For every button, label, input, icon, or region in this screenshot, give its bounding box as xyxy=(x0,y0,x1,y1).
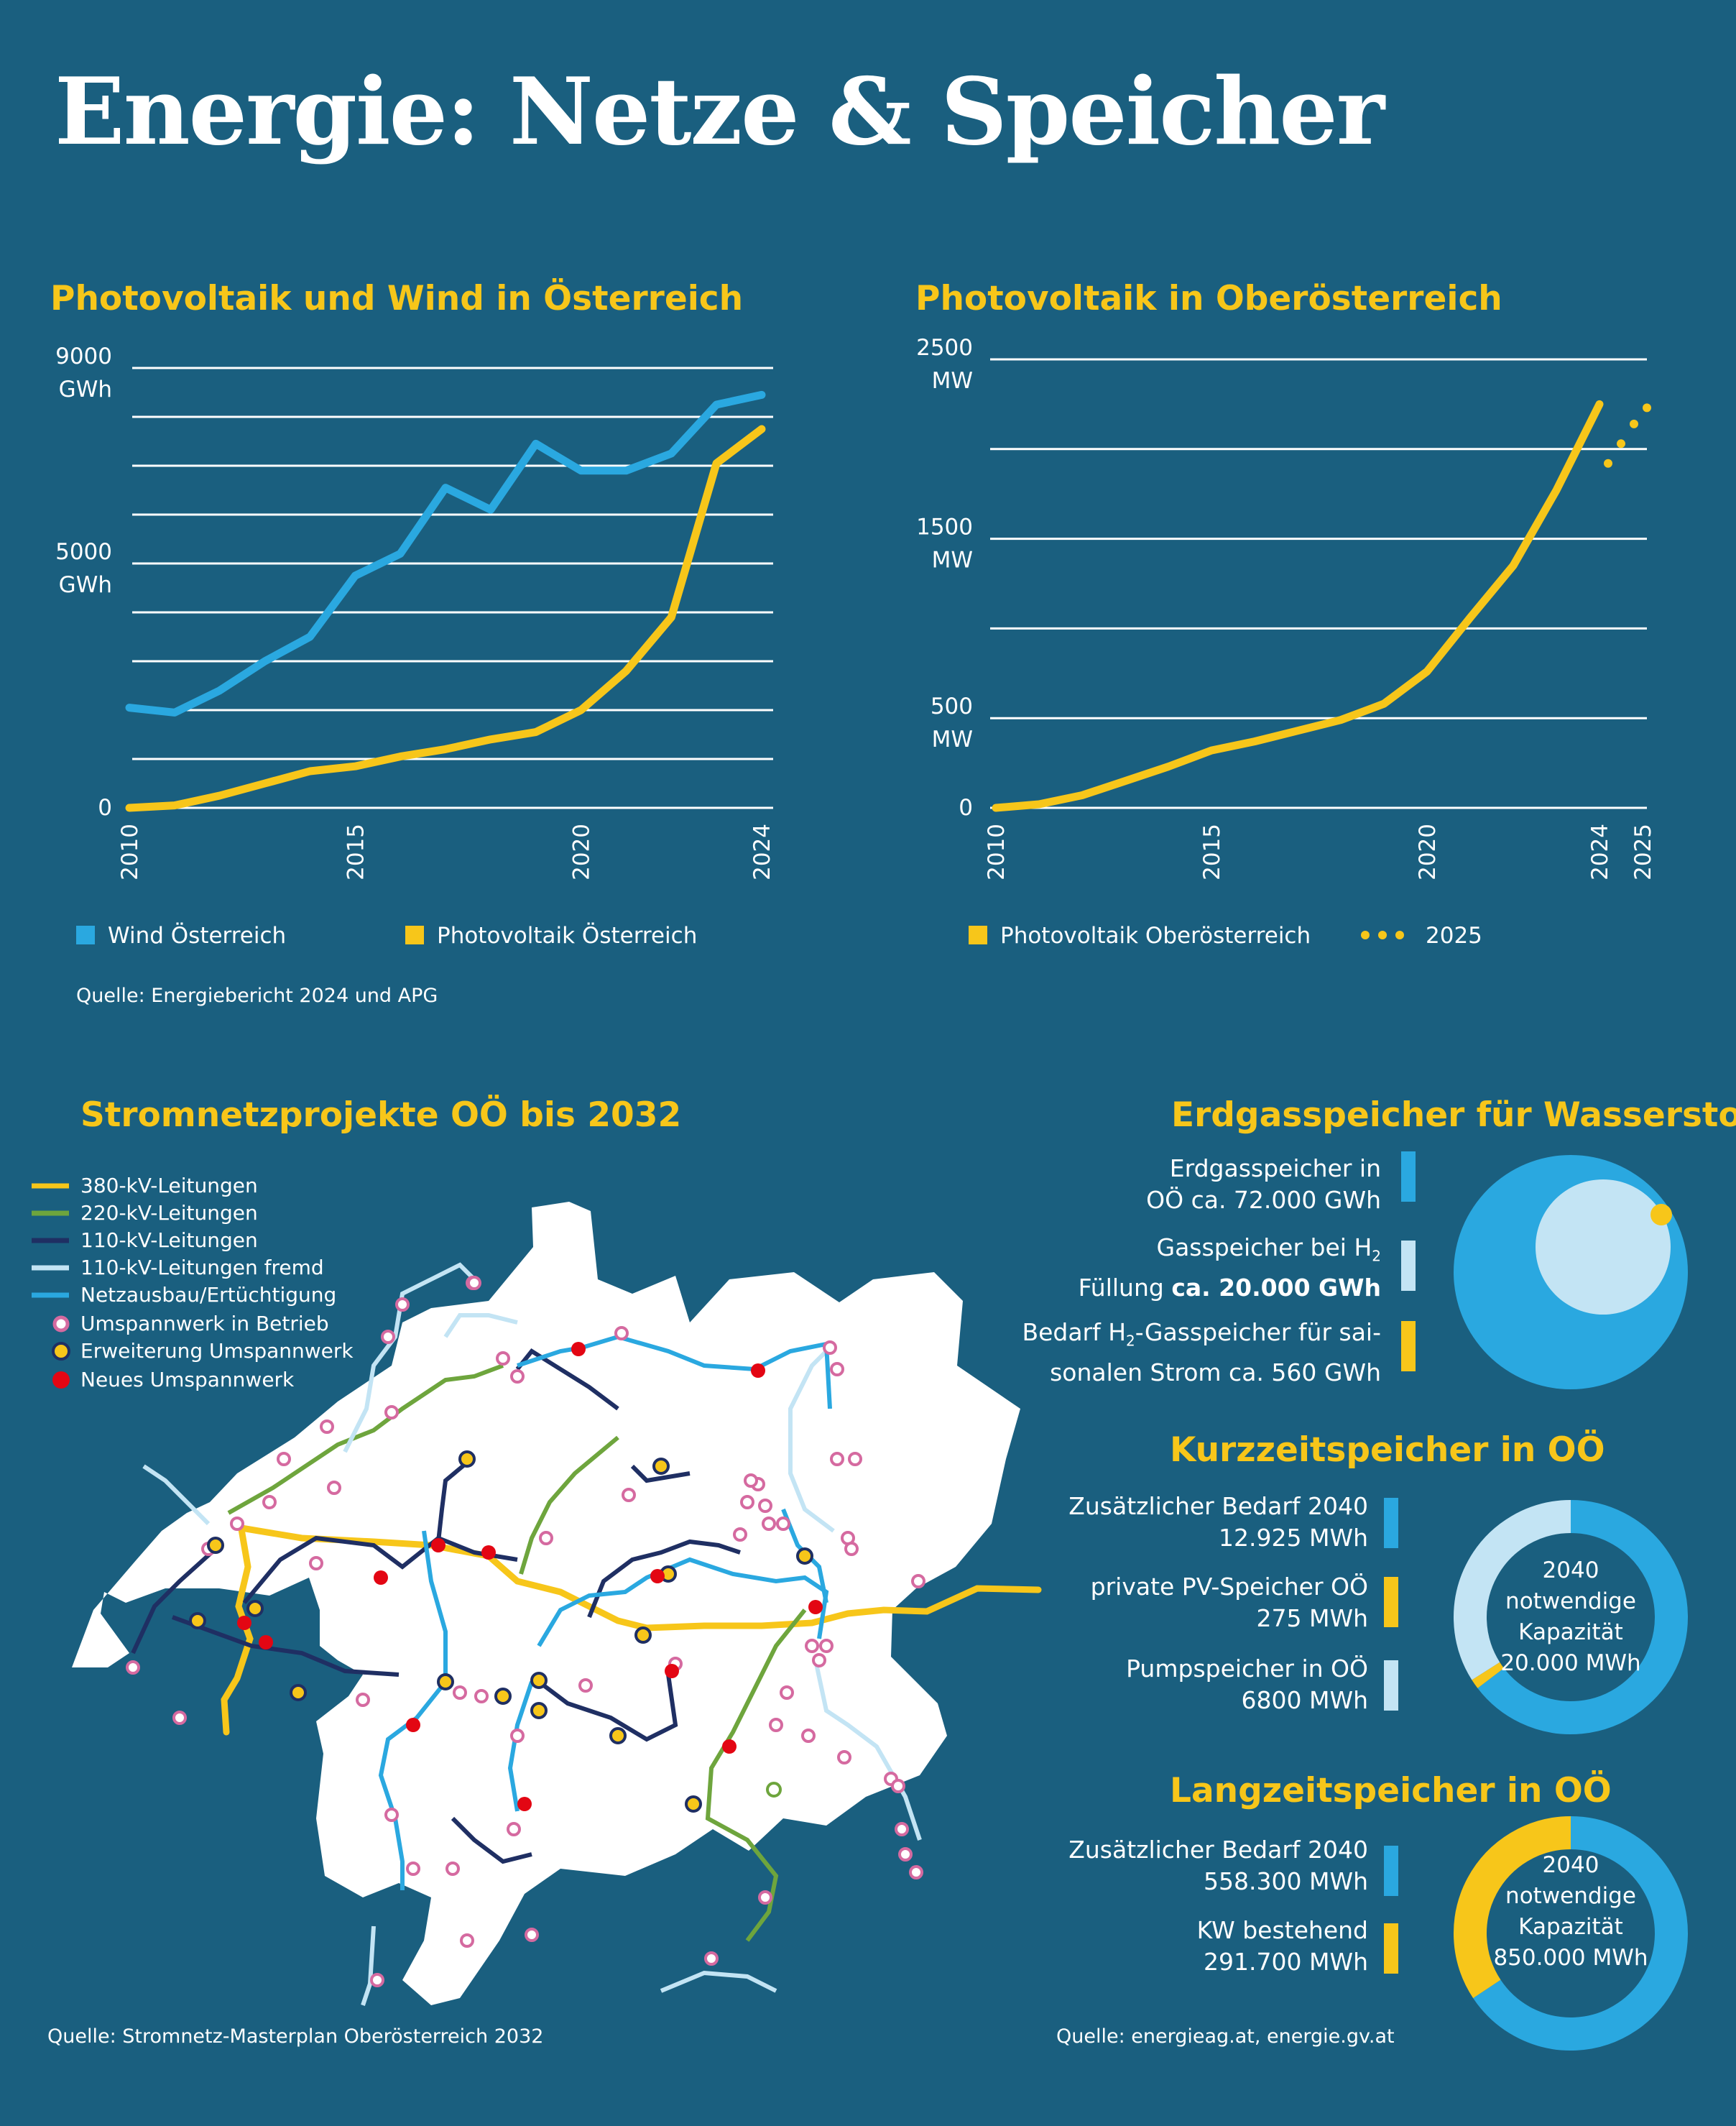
map-legend-item: 110-kV-Leitungen xyxy=(80,1228,258,1252)
short-bar-2 xyxy=(1384,1577,1398,1627)
y-tick-label: 500 xyxy=(931,694,973,719)
y-tick-unit: MW xyxy=(932,548,973,574)
series-line-wind-sterreich xyxy=(125,390,766,717)
legend-swatch-pv-ooe xyxy=(969,926,987,944)
legend-label-pv-ooe: Photovoltaik Oberösterreich xyxy=(1000,923,1311,949)
y-tick-label: 0 xyxy=(98,795,112,821)
y-tick-unit: GWh xyxy=(59,377,112,402)
map-legend-item: 220-kV-Leitungen xyxy=(80,1201,258,1225)
x-tick-label: 2024 xyxy=(749,824,775,880)
gas-circle-demand xyxy=(1650,1204,1672,1225)
gas-bar-3 xyxy=(1401,1321,1416,1371)
austria-source: Quelle: Energiebericht 2024 und APG xyxy=(76,985,438,1007)
x-tick-label: 2010 xyxy=(984,824,1010,880)
gas-circle-h2 xyxy=(1536,1179,1671,1315)
storage-source: Quelle: energieag.at, energie.gv.at xyxy=(1056,2025,1395,2048)
y-tick-label: 9000 xyxy=(55,344,112,369)
donut-slice xyxy=(1477,1500,1688,1734)
gas-storage-title: Erdgasspeicher für Wasserstoff xyxy=(1171,1095,1736,1135)
map-legend-symbols xyxy=(32,1183,70,1389)
short-donut-center: 2040 notwendige Kapazität 20.000 MWh xyxy=(1500,1557,1641,1676)
austria-chart-title: Photovoltaik und Wind in Österreich xyxy=(50,279,744,318)
legend-swatch-wind xyxy=(76,926,95,944)
donut-slice xyxy=(1454,1816,1571,1999)
long-storage-title: Langzeitspeicher in OÖ xyxy=(1170,1771,1612,1810)
upper-austria-region xyxy=(72,1202,1020,2005)
short-storage-donut xyxy=(1454,1500,1688,1734)
y-tick-unit: MW xyxy=(932,727,973,753)
map-legend-item: Erweiterung Umspannwerk xyxy=(80,1339,354,1363)
legend-label-pv: Photovoltaik Österreich xyxy=(437,923,698,949)
donut-slice xyxy=(1454,1500,1571,1680)
map-legend-item: 110-kV-Leitungen fremd xyxy=(80,1256,324,1279)
long-donut-center: 2040 notwendige Kapazität 850.000 MWh xyxy=(1493,1852,1648,1971)
long-item-2: KW bestehend 291.700 MWh xyxy=(1196,1916,1368,1976)
x-tick-label: 2020 xyxy=(569,824,595,880)
short-item-1: Zusätzlicher Bedarf 2040 12.925 MWh xyxy=(1068,1492,1368,1552)
y-tick-label: 5000 xyxy=(55,539,112,565)
map-legend-item: Neues Umspannwerk xyxy=(80,1368,295,1391)
short-item-3: Pumpspeicher in OÖ 6800 MWh xyxy=(1126,1655,1368,1714)
donut-slice xyxy=(1472,1662,1505,1688)
map-legend-item: Netzausbau/Ertüchtigung xyxy=(80,1283,337,1307)
short-bar-1 xyxy=(1384,1498,1398,1548)
legend-dot-2025 xyxy=(1378,931,1387,939)
donut-slice xyxy=(1473,1816,1688,2051)
series-line-photovoltaik-ober-sterreich xyxy=(992,400,1604,812)
y-tick-label: 0 xyxy=(959,795,973,821)
long-bar-2 xyxy=(1384,1923,1398,1974)
gas-bar-1 xyxy=(1401,1151,1416,1202)
short-storage-title: Kurzzeitspeicher in OÖ xyxy=(1170,1430,1605,1470)
x-tick-label: 2025 xyxy=(1630,824,1656,880)
short-bar-3 xyxy=(1384,1660,1398,1711)
gas-item-3: Bedarf H2-Gasspeicher für sai- sonalen S… xyxy=(1022,1318,1381,1386)
ooe-chart-title: Photovoltaik in Oberösterreich xyxy=(915,279,1502,318)
gas-bar-2 xyxy=(1401,1241,1416,1291)
long-bar-1 xyxy=(1384,1846,1398,1896)
legend-extension-icon xyxy=(52,1342,70,1361)
legend-label-2025: 2025 xyxy=(1426,923,1482,949)
gas-storage-pie xyxy=(1454,1155,1688,1389)
y-tick-label: 1500 xyxy=(916,515,973,540)
legend-swatch-pv xyxy=(405,926,424,944)
long-item-1: Zusätzlicher Bedarf 2040 558.300 MWh xyxy=(1068,1836,1368,1895)
forecast-point xyxy=(1604,459,1612,468)
legend-label-wind: Wind Österreich xyxy=(108,923,287,949)
x-tick-label: 2024 xyxy=(1587,824,1613,880)
x-tick-label: 2015 xyxy=(343,824,369,880)
map-source: Quelle: Stromnetz-Masterplan Oberösterre… xyxy=(47,2025,544,2048)
forecast-point xyxy=(1630,419,1638,428)
forecast-point xyxy=(1643,403,1651,413)
short-item-2: private PV-Speicher OÖ 275 MWh xyxy=(1090,1573,1368,1632)
y-tick-unit: GWh xyxy=(59,572,112,598)
series-line-photovoltaik-sterreich xyxy=(125,425,766,812)
forecast-point xyxy=(1617,439,1625,448)
gas-item-2: Gasspeicher bei H2 Füllung ca. 20.000 GW… xyxy=(1078,1233,1381,1302)
legend-new-substation-icon xyxy=(52,1371,70,1389)
legend-dot-2025 xyxy=(1395,931,1404,939)
x-tick-label: 2020 xyxy=(1415,824,1441,880)
gas-item-1: Erdgasspeicher in OÖ ca. 72.000 GWh xyxy=(1146,1154,1381,1214)
map-legend-item: Umspannwerk in Betrieb xyxy=(80,1312,329,1335)
legend-substation-icon xyxy=(52,1315,70,1333)
x-tick-label: 2015 xyxy=(1199,824,1225,880)
ooe-line-chart: 2500 MW 1500 MW 500 MW 0 2010 2015 2020 2024 2025 xyxy=(916,338,1656,880)
legend-dot-2025 xyxy=(1361,931,1370,939)
grid-map xyxy=(72,1202,1042,2006)
map-legend-item: 380-kV-Leitungen xyxy=(80,1174,258,1197)
x-tick-label: 2010 xyxy=(117,824,143,880)
long-storage-donut xyxy=(1454,1816,1688,2051)
y-tick-label: 2500 xyxy=(916,338,973,361)
y-tick-unit: MW xyxy=(932,368,973,394)
map-title: Stromnetzprojekte OÖ bis 2032 xyxy=(80,1095,682,1135)
page-title: Energie: Netze & Speicher xyxy=(55,58,1385,166)
